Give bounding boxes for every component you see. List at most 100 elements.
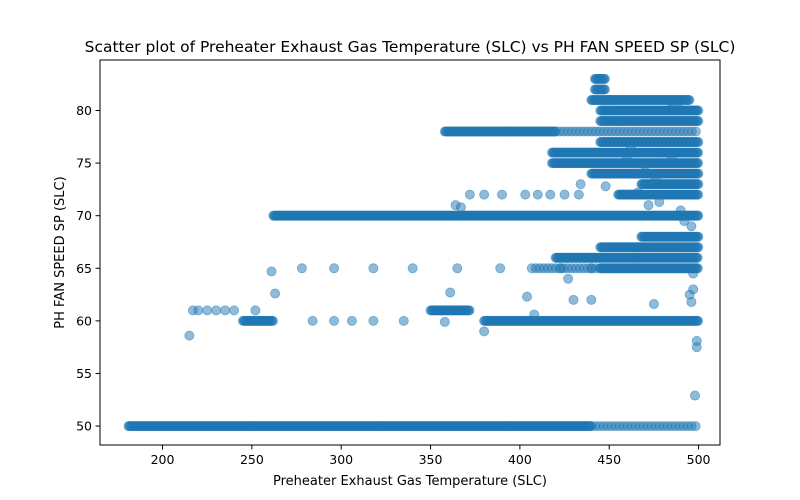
scatter-point: [464, 305, 475, 316]
scatter-point: [604, 94, 615, 105]
scatter-point: [211, 305, 222, 316]
scatter-point: [690, 126, 701, 137]
points-layer: [123, 73, 704, 432]
chart-title: Scatter plot of Preheater Exhaust Gas Te…: [85, 38, 736, 56]
scatter-point: [693, 179, 704, 190]
scatter-point: [679, 215, 690, 226]
plot-frame: [99, 59, 721, 446]
scatter-point: [270, 288, 281, 299]
scatter-point: [693, 137, 704, 148]
scatter-point: [346, 315, 357, 326]
y-tick-label: 55: [76, 366, 92, 381]
scatter-point: [693, 158, 704, 169]
x-tick-label: 300: [329, 452, 353, 467]
scatter-point: [368, 315, 379, 326]
scatter-point: [693, 147, 704, 158]
scatter-point: [329, 263, 340, 274]
scatter-point: [568, 294, 579, 305]
scatter-point: [296, 263, 307, 274]
scatter-point: [600, 181, 611, 192]
scatter-point: [613, 116, 624, 127]
scatter-point: [563, 273, 574, 284]
scatter-point: [202, 305, 213, 316]
scatter-point: [599, 84, 610, 95]
scatter-point: [368, 263, 379, 274]
scatter-point: [622, 152, 633, 163]
x-axis-label: Preheater Exhaust Gas Temperature (SLC): [273, 474, 547, 489]
scatter-point: [654, 197, 665, 208]
scatter-point: [639, 166, 650, 177]
scatter-point: [267, 315, 278, 326]
scatter-point: [657, 147, 668, 158]
scatter-point: [688, 284, 699, 295]
scatter-point: [545, 189, 556, 200]
y-tick-label: 80: [76, 103, 92, 118]
y-tick-label: 60: [76, 313, 92, 328]
scatter-point: [666, 152, 677, 163]
scatter-point: [479, 326, 490, 337]
scatter-point: [693, 210, 704, 221]
scatter-point: [599, 73, 610, 84]
scatter-point: [689, 390, 700, 401]
scatter-point: [497, 189, 508, 200]
scatter-point: [675, 205, 686, 216]
y-axis-label: PH FAN SPEED SP (SLC): [53, 176, 68, 328]
scatter-point: [520, 189, 531, 200]
scatter-point: [693, 242, 704, 253]
x-tick-label: 500: [687, 452, 711, 467]
y-axis: 50 55 60 65 70 75 80: [76, 103, 100, 434]
scatter-point: [688, 268, 699, 279]
y-tick-label: 65: [76, 261, 92, 276]
y-tick-label: 75: [76, 156, 92, 171]
scatter-point: [193, 305, 204, 316]
scatter-point: [532, 189, 543, 200]
scatter-point: [250, 305, 261, 316]
y-tick-label: 50: [76, 419, 92, 434]
x-axis: 200 250 300 350 400 450 500: [151, 445, 711, 467]
scatter-point: [555, 263, 566, 274]
scatter-point: [407, 263, 418, 274]
scatter-point: [648, 299, 659, 310]
x-tick-label: 350: [419, 452, 443, 467]
scatter-point: [690, 421, 701, 432]
scatter-point: [672, 100, 683, 111]
scatter-point: [439, 316, 450, 327]
scatter-point: [445, 287, 456, 298]
scatter-point: [455, 202, 466, 213]
scatter-point: [684, 94, 695, 105]
scatter-point: [575, 179, 586, 190]
x-tick-label: 250: [240, 452, 264, 467]
scatter-point: [464, 189, 475, 200]
scatter-point: [693, 116, 704, 127]
x-tick-label: 450: [597, 452, 621, 467]
scatter-point: [686, 296, 697, 307]
scatter-point: [522, 291, 533, 302]
scatter-point: [625, 142, 636, 153]
scatter-point: [495, 263, 506, 274]
scatter-point: [266, 266, 277, 277]
scatter-point: [398, 315, 409, 326]
scatter-point: [452, 263, 463, 274]
scatter-point: [693, 315, 704, 326]
scatter-point: [229, 305, 240, 316]
scatter-point: [479, 189, 490, 200]
scatter-point: [329, 315, 340, 326]
scatter-point: [693, 105, 704, 116]
scatter-point: [559, 189, 570, 200]
scatter-point: [682, 242, 693, 253]
y-tick-label: 70: [76, 208, 92, 223]
scatter-point: [692, 252, 703, 263]
scatter-point: [573, 189, 584, 200]
scatter-point: [307, 315, 318, 326]
scatter-point: [650, 173, 661, 184]
scatter-point: [632, 187, 643, 198]
scatter-point: [586, 263, 597, 274]
scatter-point: [586, 294, 597, 305]
x-tick-label: 400: [508, 452, 532, 467]
scatter-point: [693, 231, 704, 242]
scatter-point: [220, 305, 231, 316]
scatter-point: [184, 330, 195, 341]
scatter-point: [643, 200, 654, 211]
scatter-point: [529, 309, 540, 320]
